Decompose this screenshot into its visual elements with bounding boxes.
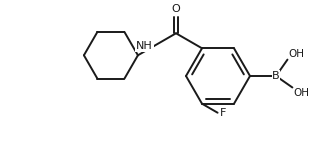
- Text: O: O: [172, 4, 180, 14]
- Text: NH: NH: [136, 41, 153, 51]
- Text: OH: OH: [289, 49, 305, 59]
- Text: B: B: [272, 71, 280, 81]
- Text: F: F: [219, 108, 226, 118]
- Text: OH: OH: [293, 88, 309, 98]
